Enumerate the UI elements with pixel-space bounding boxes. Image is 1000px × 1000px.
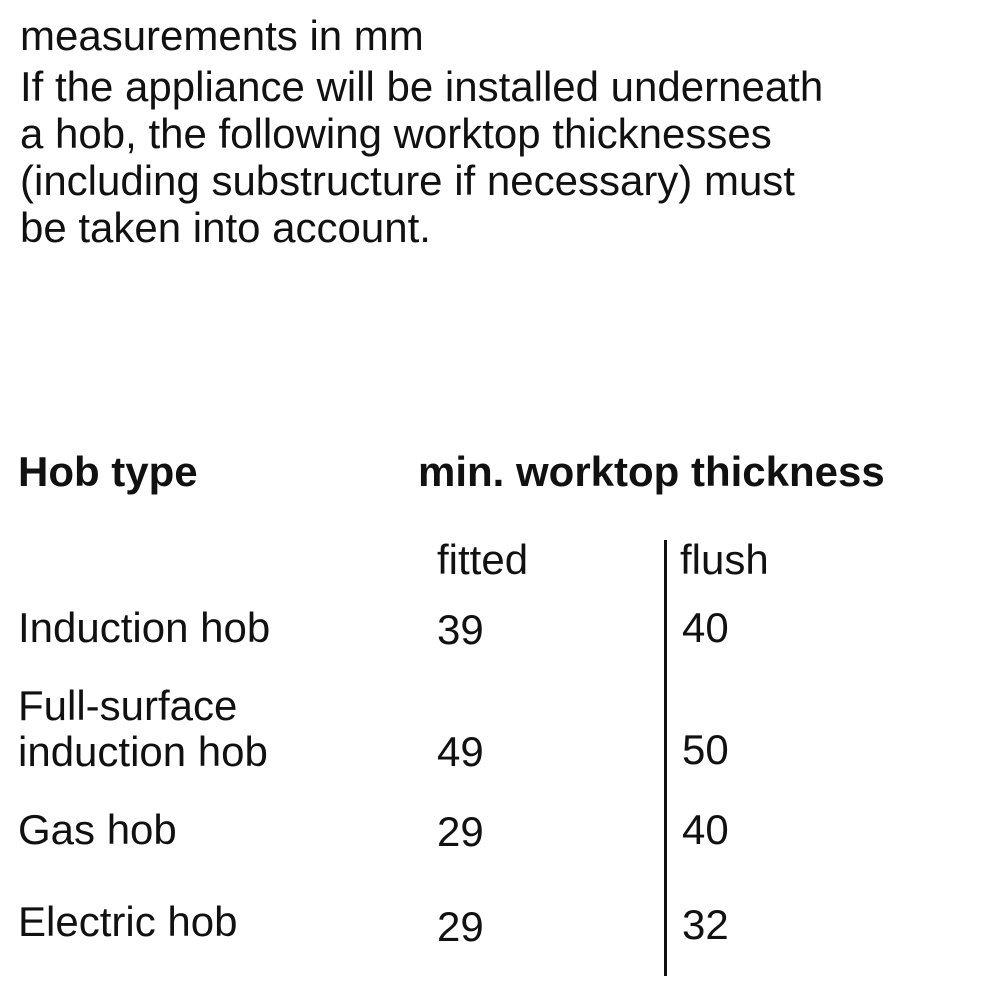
intro-line: a hob, the following worktop thicknesses [20,110,772,157]
flush-value: 32 [682,901,729,948]
row-label: Induction hob [18,604,271,651]
flush-value: 40 [682,604,729,651]
intro-line: be taken into account. [20,204,431,251]
flush-value: 50 [682,726,729,773]
row-label: Gas hob [18,806,177,853]
column-divider [664,540,667,976]
intro-line: (including substructure if necessary) mu… [20,157,795,204]
intro-line: If the appliance will be installed under… [20,63,824,110]
header-hob-type: Hob type [18,448,198,495]
fitted-value: 39 [437,606,484,653]
fitted-value: 29 [437,903,484,950]
header-thickness: min. worktop thickness [418,448,885,495]
fitted-value: 49 [437,728,484,775]
unit-note: measurements in mm [20,12,424,59]
row-label: Full-surface [18,682,238,729]
row-label: induction hob [18,728,268,775]
subheader-flush: flush [680,536,769,583]
subheader-fitted: fitted [437,536,529,583]
row-label: Electric hob [18,898,238,945]
fitted-value: 29 [437,808,484,855]
flush-value: 40 [682,806,729,853]
